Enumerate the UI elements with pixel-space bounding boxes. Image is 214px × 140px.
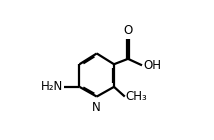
Text: H₂N: H₂N — [41, 80, 63, 93]
Text: CH₃: CH₃ — [126, 90, 148, 103]
Text: OH: OH — [143, 59, 161, 72]
Text: O: O — [123, 24, 133, 37]
Text: N: N — [92, 101, 101, 114]
